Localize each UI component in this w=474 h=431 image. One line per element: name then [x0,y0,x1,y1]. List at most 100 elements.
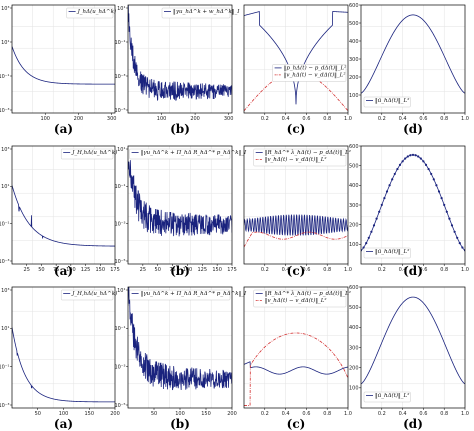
x-tick-label: 0.8 [323,411,331,417]
plot-frame [11,145,116,265]
panel-label: (d) [403,417,423,431]
x-tick-label: 0.4 [282,116,290,122]
x-tick-label: 0.6 [302,267,310,273]
x-tick-label: 300 [107,116,117,122]
x-tick-label: 0.8 [440,116,448,122]
series-line [128,5,232,102]
legend: ‖ū_hΔ(t)‖_L² [363,391,411,403]
x-tick-label: 125 [81,267,91,273]
panel-label: (c) [287,122,306,136]
plot-frame [11,4,116,114]
data-point [385,190,389,193]
data-point [372,224,376,227]
legend-entry: J_hΔ(u_hΔ^k) [77,8,117,15]
x-tick-label: 175 [227,267,237,273]
x-tick-label: 200 [227,411,237,417]
y-tick-label: 600 [349,3,359,9]
data-point [424,163,428,166]
plot-frame [11,286,116,409]
data-point [450,224,454,227]
x-tick-label: 0.8 [323,116,331,122]
chart-panel: 50 100 150 200 10³ 10¹ 10⁻¹ 10⁻³ J_H,hΔ(u_hΔ^k) (… [0,286,120,431]
y-tick-label: 200 [349,222,359,228]
legend: ‖p_hΔ(t) − p_dΔ(t)‖_L²‖v_hΔ(t) − v_dΔ(t)… [272,64,347,82]
y-tick-label: 10¹ [1,326,9,332]
grid [12,146,115,264]
legend-box [61,148,114,160]
series-line [361,154,465,251]
series-line [361,14,465,94]
y-tick-label: 10⁻⁵ [114,259,125,265]
data-point [367,236,370,239]
x-tick-label: 1.0 [344,267,352,273]
y-tick-label: 600 [349,144,359,150]
legend-entry: ‖ū_hΔ(t)‖_L² [375,97,409,104]
plot-frame [243,145,349,265]
x-tick-label: 150 [212,267,222,273]
data-point [404,157,407,160]
legend-entry: ‖v_hΔ(t) − v_dΔ(t)‖_L² [265,297,327,304]
chart-panel: 0.2 0.4 0.6 0.8 1.0 100 200 300 400 500 600 ‖ū_hΔ(t… [349,3,469,136]
x-tick-label: 100 [40,116,50,122]
legend-box [363,391,411,403]
chart-panel: 25 50 75 100 125 150 175 10¹ 10⁻¹ 10⁻³ 10⁻⁵ ‖γu_hΔ^… [114,145,247,278]
legend: J_hΔ(u_hΔ^k) [66,7,117,19]
panel-label: (a) [54,264,73,278]
x-tick-label: 0.6 [419,116,427,122]
x-tick-label: 0.4 [282,411,290,417]
legend-box [363,96,411,108]
data-point [391,178,394,181]
data-point [409,154,412,157]
plot-frame [127,4,233,114]
legend-entry: ‖R_hΔ^* λ_hΔ(t) − p_dΔ(t)‖_L² [265,149,351,156]
grid [12,5,115,113]
data-point [396,167,399,171]
y-tick-label: 10⁻³ [114,221,125,227]
x-tick-label: 50 [155,267,161,273]
legend-box [129,289,231,301]
y-tick-label: 10¹ [1,40,9,46]
y-tick-label: 400 [349,325,359,331]
y-tick-label: 400 [349,183,359,189]
x-tick-label: 25 [24,267,30,273]
legend-entry: ‖p_hΔ(t) − p_dΔ(t)‖_L² [284,64,347,71]
y-tick-label: 600 [349,285,359,291]
y-tick-label: 10⁻⁵ [114,108,125,114]
x-tick-label: 0.4 [399,267,407,273]
grid [128,5,232,113]
x-tick-label: 0.2 [378,116,386,122]
x-tick-label: 0.8 [440,411,448,417]
x-tick-label: 75 [53,267,59,273]
panel-label: (c) [287,417,306,431]
legend: ‖R_hΔ^* λ_hΔ(t) − p_dΔ(t)‖_L²‖v_hΔ(t) − … [253,289,351,308]
x-tick-label: 0.4 [282,267,290,273]
x-tick-label: 200 [190,116,200,122]
chart-panel: 50 100 150 200 10¹ 10⁻¹ 10⁻³ 10⁻⁵ ‖γu_hΔ^k + Π_h… [114,286,247,431]
panel-label: (b) [170,264,190,278]
y-tick-label: 10³ [1,147,9,153]
x-tick-label: 50 [151,411,157,417]
x-tick-label: 0.4 [399,116,407,122]
legend: ‖γu_hΔ^k + w_hΔ^k‖_I [161,7,240,19]
data-point [430,172,433,176]
x-tick-label: 75 [169,267,175,273]
legend-box [272,64,347,82]
data-point [440,197,443,200]
y-tick-label: 10⁻¹ [0,221,10,227]
legend: J_H,hΔ(u_hΔ^k) [61,289,117,301]
panel-label: (a) [54,417,73,431]
y-tick-label: 10⁻³ [114,74,125,80]
x-tick-label: 1.0 [461,116,469,122]
y-tick-label: 500 [349,163,359,169]
data-point [365,242,368,245]
chart-panel: 0.2 0.4 0.6 0.8 1.0 ‖R_hΔ^* λ_hΔ(t) − p_dΔ(t)… [243,145,352,278]
series-line [361,296,465,385]
x-tick-label: 300 [224,116,234,122]
grid [361,146,465,264]
panel-label: (b) [170,417,190,431]
series-line [128,160,232,237]
data-point [383,197,386,200]
x-tick-label: 1.0 [344,411,352,417]
data-point [417,155,420,158]
x-tick-label: 175 [110,267,120,273]
